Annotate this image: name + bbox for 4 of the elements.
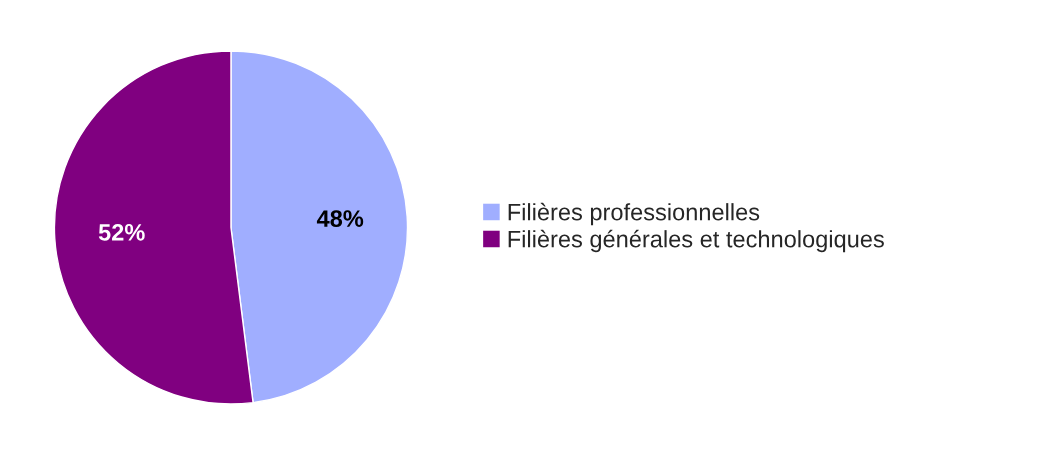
legend-label: Filières générales et technologiques <box>508 229 884 253</box>
legend-label: Filières professionnelles <box>508 202 760 226</box>
data-label: 52% <box>98 223 145 241</box>
data-label: 48% <box>316 210 364 227</box>
